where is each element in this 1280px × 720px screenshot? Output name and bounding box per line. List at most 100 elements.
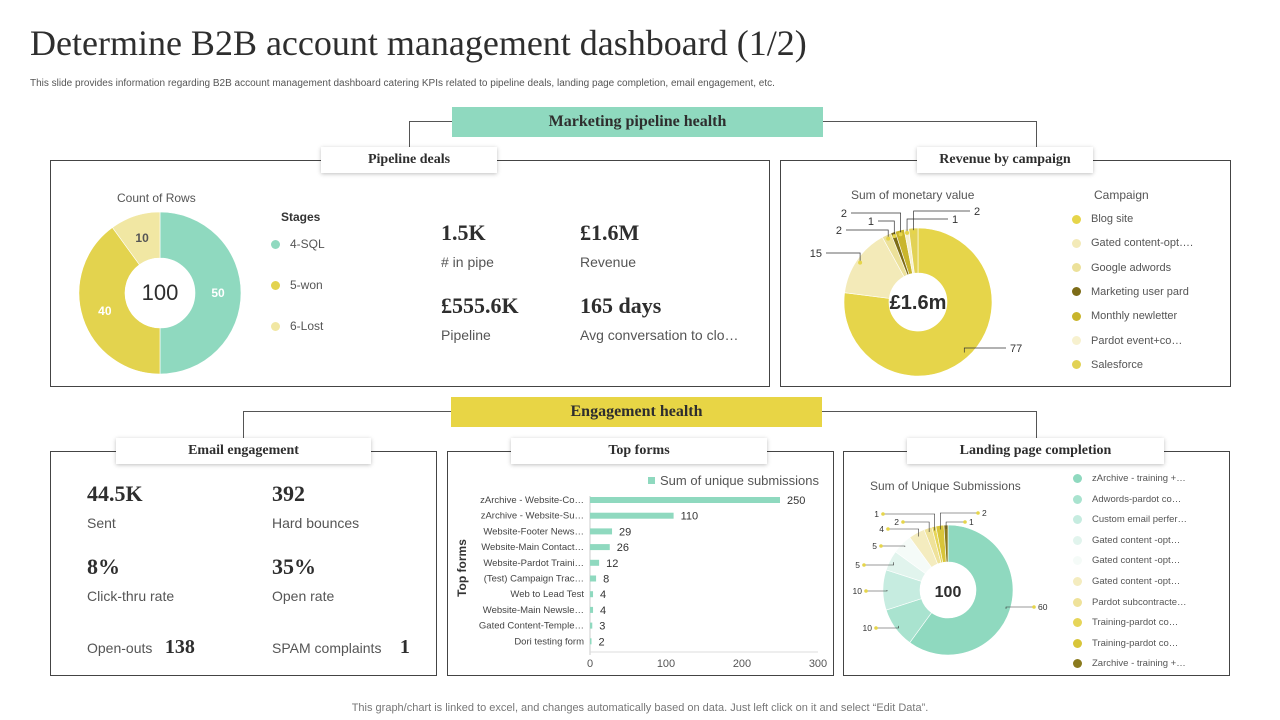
legend-swatch-icon bbox=[1072, 214, 1081, 224]
kpi-label: Pipeline bbox=[441, 327, 491, 343]
page-title: Determine B2B account management dashboa… bbox=[30, 23, 807, 63]
leader-dot bbox=[874, 626, 878, 630]
legend-item[interactable]: Gated content -opt… bbox=[1073, 555, 1180, 566]
data-label: 2 bbox=[599, 636, 605, 648]
leader-line bbox=[945, 521, 965, 530]
legend-swatch-icon bbox=[1073, 494, 1082, 504]
top-forms-bar-chart[interactable]: Sum of unique submissions Top forms zArchi… bbox=[448, 466, 833, 674]
data-label: 4 bbox=[600, 605, 606, 617]
email-engagement-tab[interactable]: Email engagement bbox=[116, 438, 371, 464]
center-label: 100 bbox=[935, 584, 962, 601]
legend-item[interactable]: Training-pardot co… bbox=[1073, 617, 1178, 628]
legend-swatch-icon bbox=[1072, 311, 1081, 321]
bar[interactable] bbox=[590, 528, 613, 535]
leader-dot bbox=[892, 234, 897, 239]
leader-dot bbox=[976, 511, 980, 515]
engagement-health-banner: Engagement health bbox=[451, 397, 822, 427]
open-outs-value: 138 bbox=[164, 636, 195, 658]
leader-line bbox=[851, 212, 901, 235]
bar[interactable] bbox=[590, 622, 593, 629]
legend-item[interactable]: Custom email perfer… bbox=[1073, 514, 1187, 525]
donut-hole bbox=[889, 273, 947, 331]
legend-item[interactable]: Google adwords bbox=[1072, 262, 1171, 274]
kpi-revenue: £1.6M Revenue bbox=[580, 220, 639, 270]
leader-dot bbox=[898, 232, 903, 237]
legend-swatch-icon bbox=[1073, 515, 1082, 525]
data-label: 1 bbox=[969, 517, 974, 527]
leader-dot bbox=[858, 260, 863, 265]
center-label: 100 bbox=[142, 280, 179, 305]
marketing-pipeline-banner: Marketing pipeline health bbox=[452, 107, 823, 137]
legend-label: Salesforce bbox=[1091, 358, 1143, 371]
legend-item[interactable]: Marketing user pard bbox=[1072, 286, 1189, 298]
legend-item[interactable]: 5-won bbox=[271, 278, 323, 292]
bar[interactable] bbox=[590, 512, 674, 519]
legend-item[interactable]: Gated content -opt… bbox=[1073, 535, 1180, 546]
legend-label: Adwords-pardot co… bbox=[1092, 493, 1182, 505]
legend-label: 4-SQL bbox=[290, 237, 325, 251]
data-label: 60 bbox=[1038, 602, 1048, 612]
kpi-label: Revenue bbox=[580, 254, 637, 270]
top-forms-tab[interactable]: Top forms bbox=[511, 438, 767, 464]
legend-item[interactable]: Pardot subcontracte… bbox=[1073, 597, 1187, 608]
kpi-value: £1.6M bbox=[580, 220, 640, 245]
bar[interactable] bbox=[590, 638, 592, 645]
legend-item[interactable]: Gated content-opt…. bbox=[1072, 237, 1193, 249]
pipeline-deals-tab[interactable]: Pipeline deals bbox=[321, 147, 497, 173]
legend-item[interactable]: 4-SQL bbox=[271, 237, 325, 251]
kpi-label: Open rate bbox=[272, 588, 335, 604]
data-label: 2 bbox=[894, 517, 899, 527]
data-label: 10 bbox=[863, 623, 873, 633]
legend-label: Gated content-opt…. bbox=[1091, 237, 1194, 250]
legend-item[interactable]: Monthly newletter bbox=[1072, 310, 1177, 322]
leader-line bbox=[866, 590, 888, 592]
legend-swatch-icon bbox=[1073, 473, 1082, 483]
pie-slice[interactable] bbox=[111, 211, 161, 266]
legend-swatch-icon bbox=[1072, 238, 1081, 248]
kpi-value: 165 days bbox=[580, 293, 662, 318]
legend-item[interactable]: Adwords-pardot co… bbox=[1073, 494, 1181, 505]
page-subtitle: This slide provides information regardin… bbox=[30, 78, 775, 89]
legend-item[interactable]: Training-pardot co… bbox=[1073, 638, 1178, 649]
kpi-sent: 44.5K Sent bbox=[87, 481, 143, 531]
leader-line bbox=[903, 521, 930, 532]
data-label: 5 bbox=[855, 560, 860, 570]
legend-swatch-icon bbox=[1073, 535, 1082, 545]
bar[interactable] bbox=[590, 591, 594, 598]
legend-swatch-icon bbox=[1073, 659, 1082, 669]
revenue-pie-chart[interactable]: £1.6m 77 15 2 1 2 1 2 bbox=[790, 200, 1040, 380]
leader-line bbox=[826, 252, 861, 263]
data-label: 1 bbox=[952, 214, 958, 226]
legend-item[interactable]: Zarchive - training +… bbox=[1073, 658, 1186, 669]
bar[interactable] bbox=[590, 606, 594, 613]
legend-swatch-icon bbox=[271, 322, 280, 332]
revenue-campaign-tab[interactable]: Revenue by campaign bbox=[917, 147, 1093, 173]
kpi-click-thru: 8% Click-thru rate bbox=[87, 554, 174, 604]
pipeline-pie-chart[interactable]: 100 50 40 10 bbox=[75, 208, 245, 378]
legend-item[interactable]: Blog site bbox=[1072, 213, 1133, 225]
legend-item[interactable]: 6-Lost bbox=[271, 319, 323, 333]
tick-label: Web to Lead Test bbox=[510, 589, 584, 600]
bar[interactable] bbox=[590, 497, 780, 503]
spam-complaints-row: SPAM complaints 1 bbox=[272, 636, 410, 659]
leader-dot bbox=[901, 520, 905, 524]
legend-item[interactable]: Gated content -opt… bbox=[1073, 576, 1180, 587]
data-label: 26 bbox=[617, 542, 629, 554]
legend-item[interactable]: zArchive - training +… bbox=[1073, 473, 1186, 484]
kpi-hard-bounces: 392 Hard bounces bbox=[272, 481, 359, 531]
legend-label: Zarchive - training +… bbox=[1092, 658, 1186, 670]
leader-line bbox=[940, 512, 978, 530]
bar[interactable] bbox=[590, 575, 597, 582]
bar[interactable] bbox=[590, 544, 610, 551]
open-outs-label: Open-outs bbox=[87, 640, 153, 656]
legend-item[interactable]: Salesforce bbox=[1072, 359, 1143, 371]
leader-dot bbox=[905, 230, 910, 235]
leader-dot bbox=[879, 544, 883, 548]
landing-page-tab[interactable]: Landing page completion bbox=[907, 438, 1164, 464]
tick-label: Website-Main Contact… bbox=[481, 542, 584, 553]
legend-label: Blog site bbox=[1091, 213, 1134, 225]
kpi-label: Sent bbox=[87, 515, 116, 531]
bar[interactable] bbox=[590, 559, 600, 566]
legend-item[interactable]: Pardot event+co… bbox=[1072, 335, 1182, 347]
